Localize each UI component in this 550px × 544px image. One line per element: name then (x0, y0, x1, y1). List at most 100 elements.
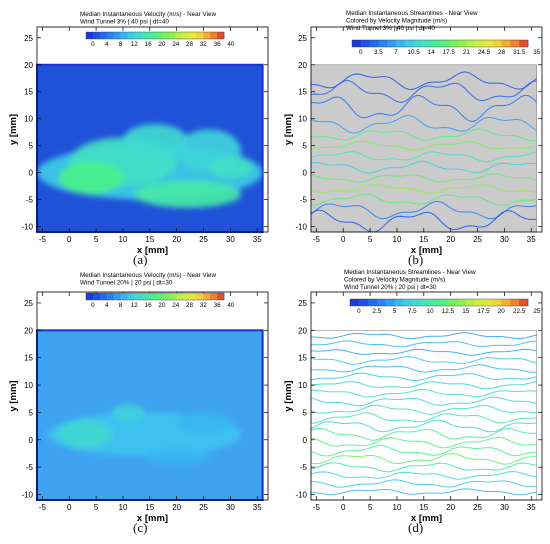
x-tick-label: 15 (419, 503, 428, 512)
colorbar-tick-label: 0 (359, 49, 363, 56)
colorbar-segment (120, 32, 128, 39)
colorbar-segment (113, 32, 121, 39)
colorbar-tick-label: 28 (186, 41, 194, 48)
colorbar-segment (217, 293, 225, 300)
y-tick-label: -5 (26, 196, 34, 205)
axes-frame (310, 291, 543, 501)
y-tick-label: 15 (24, 354, 33, 363)
colorbar-segment (369, 40, 379, 47)
colorbar-tick-label: 32 (200, 302, 208, 309)
colorbar-tick-label: 20 (158, 302, 166, 309)
y-axis-label: y [mm] (8, 114, 19, 145)
y-tick-label: 15 (298, 88, 307, 97)
colorbar-segment (440, 40, 450, 47)
y-tick-label: 20 (298, 61, 307, 70)
colorbar-tick-label: 25 (533, 308, 541, 315)
colorbar-segment (457, 40, 467, 47)
y-tick-label: -10 (295, 223, 307, 232)
chart-panel-b: -5 0 5 10 15 20 25 30 35 -10 -5 0 5 10 15 20 25 x [mm] y [… (283, 10, 543, 256)
x-tick-label: 25 (199, 503, 208, 512)
streamline-3 (311, 356, 537, 365)
streamline-6 (311, 151, 537, 163)
chart-subtitle: Wind Tunnel 3% | 40 psi | dt=40 (346, 25, 435, 32)
velocity-blob-4 (58, 161, 123, 195)
x-tick-label: 5 (94, 503, 99, 512)
colorbar-tick-label: 0 (357, 308, 361, 315)
chart-panel-c: -5 0 5 10 15 20 25 30 35 -10 -5 0 5 10 15 20 25 x [mm] y [… (8, 272, 269, 524)
colorbar-segment (396, 40, 406, 47)
x-tick-label: 20 (446, 235, 455, 244)
chart-title: Median Instantaneous Streamlines - Near … (346, 10, 478, 17)
colorbar-segment (196, 293, 204, 300)
colorbar-segment (210, 32, 218, 39)
colorbar-segment (466, 40, 476, 47)
streamline-16 (311, 462, 537, 473)
x-tick-label: -5 (313, 235, 321, 244)
x-tick-label: 5 (94, 235, 99, 244)
y-tick-label: 25 (298, 299, 307, 308)
caption-a: (a) (133, 252, 148, 267)
data-field (311, 71, 537, 233)
colorbar-tick-label: 7.5 (408, 308, 417, 315)
streamline-6 (311, 381, 537, 390)
colorbar-segment (155, 32, 163, 39)
colorbar-frame (85, 31, 225, 40)
colorbar-segment (352, 40, 362, 47)
streamline-18 (311, 479, 537, 488)
y-tick-label: 10 (24, 381, 33, 390)
colorbar-tick-label: 7 (394, 49, 398, 56)
colorbar-segment (492, 299, 502, 306)
colorbar-segment (189, 32, 197, 39)
x-tick-label: 20 (446, 503, 455, 512)
colorbar-segment (448, 40, 458, 47)
colorbar-segment (404, 40, 414, 47)
velocity-blob-3 (176, 412, 231, 435)
colorbar-segment (113, 293, 121, 300)
colorbar-tick-label: 12 (131, 302, 139, 309)
colorbar-segment (474, 299, 484, 306)
chart-subtitle: Wind Tunnel 3% | 40 psi | dt=40 (80, 19, 169, 26)
x-tick-label: 30 (500, 235, 509, 244)
x-axis-label: x [mm] (411, 513, 442, 524)
colorbar-tick-label: 10.5 (407, 49, 420, 56)
colorbar-segment (350, 299, 360, 306)
colorbar-segment (120, 293, 128, 300)
y-tick-label: -10 (21, 223, 33, 232)
colorbar-segment (92, 32, 101, 39)
streamline-11 (311, 419, 537, 433)
y-tick-label: 0 (29, 436, 34, 445)
streamline-2 (311, 94, 537, 123)
colorbar-tick-label: 32 (200, 41, 208, 48)
streamline-14 (311, 445, 537, 457)
colorbar-segment (168, 32, 176, 39)
x-tick-label: -5 (313, 503, 321, 512)
colorbar-segment (378, 40, 388, 47)
colorbar-frame (351, 39, 529, 48)
colorbar-segment (439, 299, 449, 306)
colorbar-tick-label: 0 (91, 302, 95, 309)
velocity-blob-1 (58, 420, 113, 448)
y-axis-label: y [mm] (283, 114, 294, 145)
colorbar-segment (358, 299, 369, 306)
colorbar-tick-label: 24 (172, 41, 180, 48)
y-tick-label: 10 (298, 381, 307, 390)
data-field (37, 124, 263, 208)
colorbar-tick-label: 15 (462, 308, 470, 315)
y-tick-label: 15 (298, 354, 307, 363)
colorbar-tick-label: 3.5 (374, 49, 383, 56)
colorbar-tick-label: 36 (214, 41, 222, 48)
x-axis-label: x [mm] (137, 245, 168, 256)
colorbar-segment (492, 40, 502, 47)
streamline-8 (311, 173, 537, 183)
y-tick-label: -10 (21, 491, 33, 500)
chart-panel-d: -5 0 5 10 15 20 25 30 35 -10 -5 0 5 10 15 20 25 x [mm] y [… (283, 269, 543, 524)
streamline-13 (311, 436, 537, 449)
colorbar-tick-label: 2.5 (372, 308, 381, 315)
streamline-0 (311, 332, 537, 340)
colorbar-tick-label: 4 (105, 302, 109, 309)
data-field (311, 332, 537, 496)
colorbar-tick-label: 40 (227, 41, 235, 48)
y-tick-label: 25 (24, 34, 33, 43)
y-tick-label: -10 (295, 491, 307, 500)
